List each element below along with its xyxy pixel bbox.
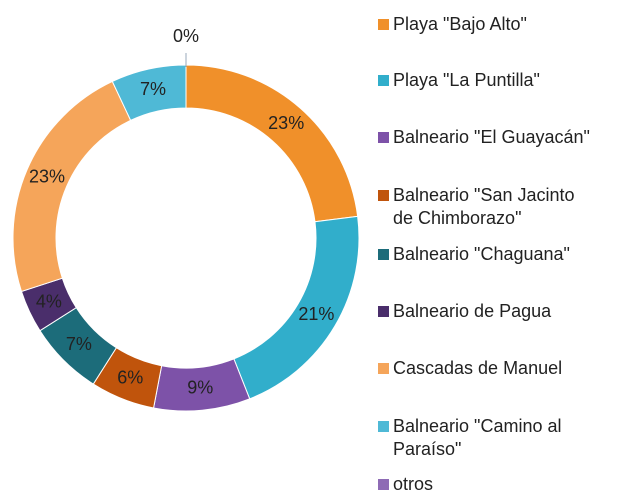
legend-swatch bbox=[378, 421, 389, 432]
data-label: 4% bbox=[36, 291, 62, 311]
slice bbox=[185, 64, 359, 223]
data-label: 0% bbox=[173, 26, 199, 46]
legend-label: Balneario "El Guayacán" bbox=[393, 127, 590, 147]
data-label: 9% bbox=[187, 378, 213, 398]
legend-item: Playa "La Puntilla" bbox=[378, 69, 540, 92]
legend-label: Playa "La Puntilla" bbox=[393, 70, 540, 90]
slice bbox=[233, 215, 360, 400]
data-label: 21% bbox=[298, 304, 334, 324]
legend-item: Balneario "Camino al Paraíso" bbox=[378, 415, 561, 461]
legend-item: Balneario de Pagua bbox=[378, 300, 551, 323]
data-label: 23% bbox=[29, 167, 65, 187]
legend-label: Cascadas de Manuel bbox=[393, 358, 563, 378]
legend-item: Cascadas de Manuel bbox=[378, 357, 562, 380]
legend-swatch bbox=[378, 190, 389, 201]
legend-item: Balneario "El Guayacán" bbox=[378, 126, 590, 149]
legend-swatch bbox=[378, 19, 389, 30]
legend-label: Balneario "Chaguana" bbox=[393, 244, 570, 264]
data-label: 6% bbox=[117, 368, 143, 388]
legend-label: Balneario "Camino al Paraíso" bbox=[393, 416, 562, 459]
data-label: 7% bbox=[140, 79, 166, 99]
legend-label: Balneario "San Jacinto de Chimborazo" bbox=[393, 185, 575, 228]
data-label: 23% bbox=[268, 113, 304, 133]
legend-item: Playa "Bajo Alto" bbox=[378, 13, 527, 36]
legend-swatch bbox=[378, 479, 389, 490]
legend-label: Playa "Bajo Alto" bbox=[393, 14, 527, 34]
data-label: 7% bbox=[66, 334, 92, 354]
legend-swatch bbox=[378, 132, 389, 143]
legend-swatch bbox=[378, 75, 389, 86]
legend-label: Balneario de Pagua bbox=[393, 301, 552, 321]
legend-item: otros bbox=[378, 473, 433, 496]
legend-item: Balneario "Chaguana" bbox=[378, 243, 570, 266]
legend-swatch bbox=[378, 249, 389, 260]
legend-swatch bbox=[378, 363, 389, 374]
legend-swatch bbox=[378, 306, 389, 317]
legend-label: otros bbox=[393, 474, 434, 494]
legend-item: Balneario "San Jacinto de Chimborazo" bbox=[378, 184, 575, 230]
